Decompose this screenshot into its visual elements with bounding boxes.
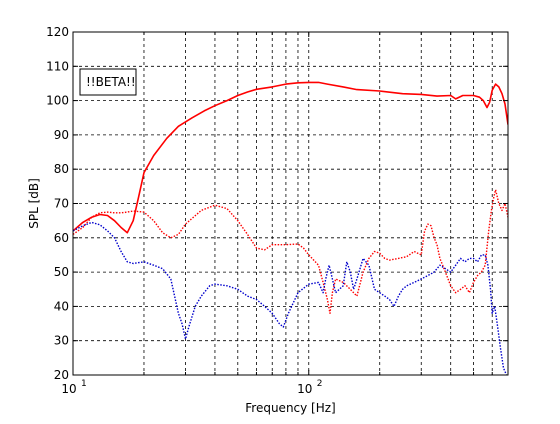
series-layer xyxy=(73,81,508,375)
y-tick-label: 80 xyxy=(54,162,69,176)
x-tick-label-base: 10 xyxy=(297,382,312,396)
x-tick-label-exponent: 2 xyxy=(317,379,323,389)
y-tick-label: 70 xyxy=(54,197,69,211)
y-tick-label: 30 xyxy=(54,334,69,348)
annotation-border xyxy=(79,68,137,96)
y-tick-label: 50 xyxy=(54,265,69,279)
x-tick-label-exponent: 1 xyxy=(81,379,87,389)
beta-annotation: !!BETA!! xyxy=(79,68,137,96)
y-tick-label: 120 xyxy=(46,25,69,39)
x-tick-label-base: 10 xyxy=(61,382,76,396)
x-tick-label: 10 2 xyxy=(297,379,322,396)
y-tick-label: 100 xyxy=(46,94,69,108)
series-line-2 xyxy=(73,189,508,314)
y-tick-label: 40 xyxy=(54,299,69,313)
y-tick-label: 90 xyxy=(54,128,69,142)
y-axis-label: SPL [dB] xyxy=(27,178,41,229)
y-tick-label: 20 xyxy=(54,368,69,382)
annotation-text: !!BETA!! xyxy=(86,75,136,89)
series-line-1 xyxy=(73,81,508,234)
x-tick-label: 10 1 xyxy=(61,379,86,396)
x-axis-label: Frequency [Hz] xyxy=(245,401,336,415)
y-tick-label: 110 xyxy=(46,59,69,73)
y-tick-label: 60 xyxy=(54,231,69,245)
